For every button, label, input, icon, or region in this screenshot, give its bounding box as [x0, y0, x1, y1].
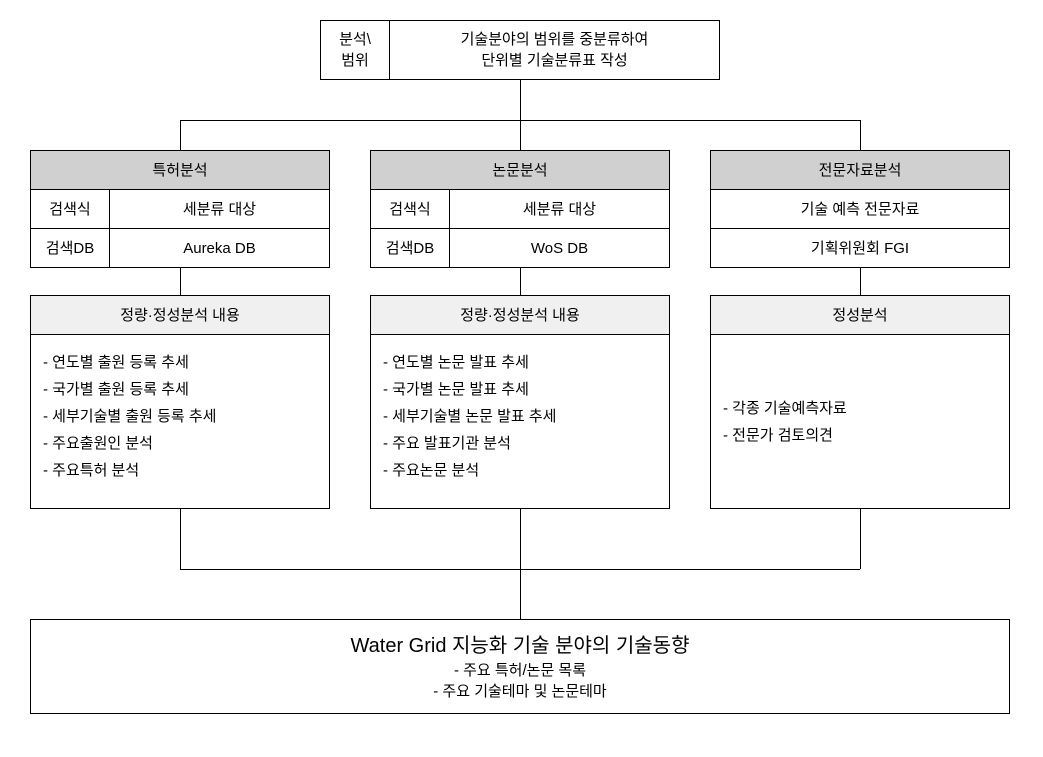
col2-subheader: 정량·정성분석 내용 — [370, 295, 670, 335]
flowchart: 분석\ 범위 기술분야의 범위를 중분류하여 단위별 기술분류표 작성 특허분석… — [20, 20, 1023, 737]
top-left-cell: 분석\ 범위 — [320, 20, 390, 80]
col3-row2: 기획위원회 FGI — [710, 228, 1010, 268]
col3-list: - 각종 기술예측자료 - 전문가 검토의견 — [710, 334, 1010, 509]
list-item: - 국가별 출원 등록 추세 — [43, 379, 189, 400]
connector — [860, 509, 861, 569]
connector — [520, 509, 521, 569]
connector — [520, 80, 521, 120]
col2-header: 논문분석 — [370, 150, 670, 190]
col1-header: 특허분석 — [30, 150, 330, 190]
final-sub1: - 주요 특허/논문 목록 — [454, 660, 586, 681]
list-item: - 연도별 출원 등록 추세 — [43, 352, 189, 373]
list-item: - 각종 기술예측자료 — [723, 398, 847, 419]
connector — [180, 268, 181, 295]
connector — [180, 509, 181, 569]
list-item: - 주요특허 분석 — [43, 460, 139, 481]
list-item: - 세부기술별 출원 등록 추세 — [43, 406, 216, 427]
final-box: Water Grid 지능화 기술 분야의 기술동향 - 주요 특허/논문 목록… — [30, 619, 1010, 714]
list-item: - 주요출원인 분석 — [43, 433, 153, 454]
list-item: - 국가별 논문 발표 추세 — [383, 379, 529, 400]
col2-row2-right: WoS DB — [449, 228, 670, 268]
connector — [180, 120, 181, 150]
connector — [520, 569, 521, 619]
col3-subheader: 정성분석 — [710, 295, 1010, 335]
connector — [520, 120, 521, 150]
list-item: - 전문가 검토의견 — [723, 425, 833, 446]
col1-list: - 연도별 출원 등록 추세 - 국가별 출원 등록 추세 - 세부기술별 출원… — [30, 334, 330, 509]
col3-header: 전문자료분석 — [710, 150, 1010, 190]
col1-row1-right: 세분류 대상 — [109, 189, 330, 229]
top-right-cell: 기술분야의 범위를 중분류하여 단위별 기술분류표 작성 — [389, 20, 720, 80]
col1-row2-left: 검색DB — [30, 228, 110, 268]
list-item: - 주요논문 분석 — [383, 460, 479, 481]
col1-row1-left: 검색식 — [30, 189, 110, 229]
col1-row2-right: Aureka DB — [109, 228, 330, 268]
list-item: - 주요 발표기관 분석 — [383, 433, 511, 454]
col3-row1: 기술 예측 전문자료 — [710, 189, 1010, 229]
connector — [520, 268, 521, 295]
list-item: - 연도별 논문 발표 추세 — [383, 352, 529, 373]
col2-list: - 연도별 논문 발표 추세 - 국가별 논문 발표 추세 - 세부기술별 논문… — [370, 334, 670, 509]
col2-row2-left: 검색DB — [370, 228, 450, 268]
final-sub2: - 주요 기술테마 및 논문테마 — [433, 681, 606, 702]
list-item: - 세부기술별 논문 발표 추세 — [383, 406, 556, 427]
final-title: Water Grid 지능화 기술 분야의 기술동향 — [351, 632, 690, 660]
col2-row1-left: 검색식 — [370, 189, 450, 229]
connector — [860, 268, 861, 295]
col1-subheader: 정량·정성분석 내용 — [30, 295, 330, 335]
col2-row1-right: 세분류 대상 — [449, 189, 670, 229]
connector — [860, 120, 861, 150]
